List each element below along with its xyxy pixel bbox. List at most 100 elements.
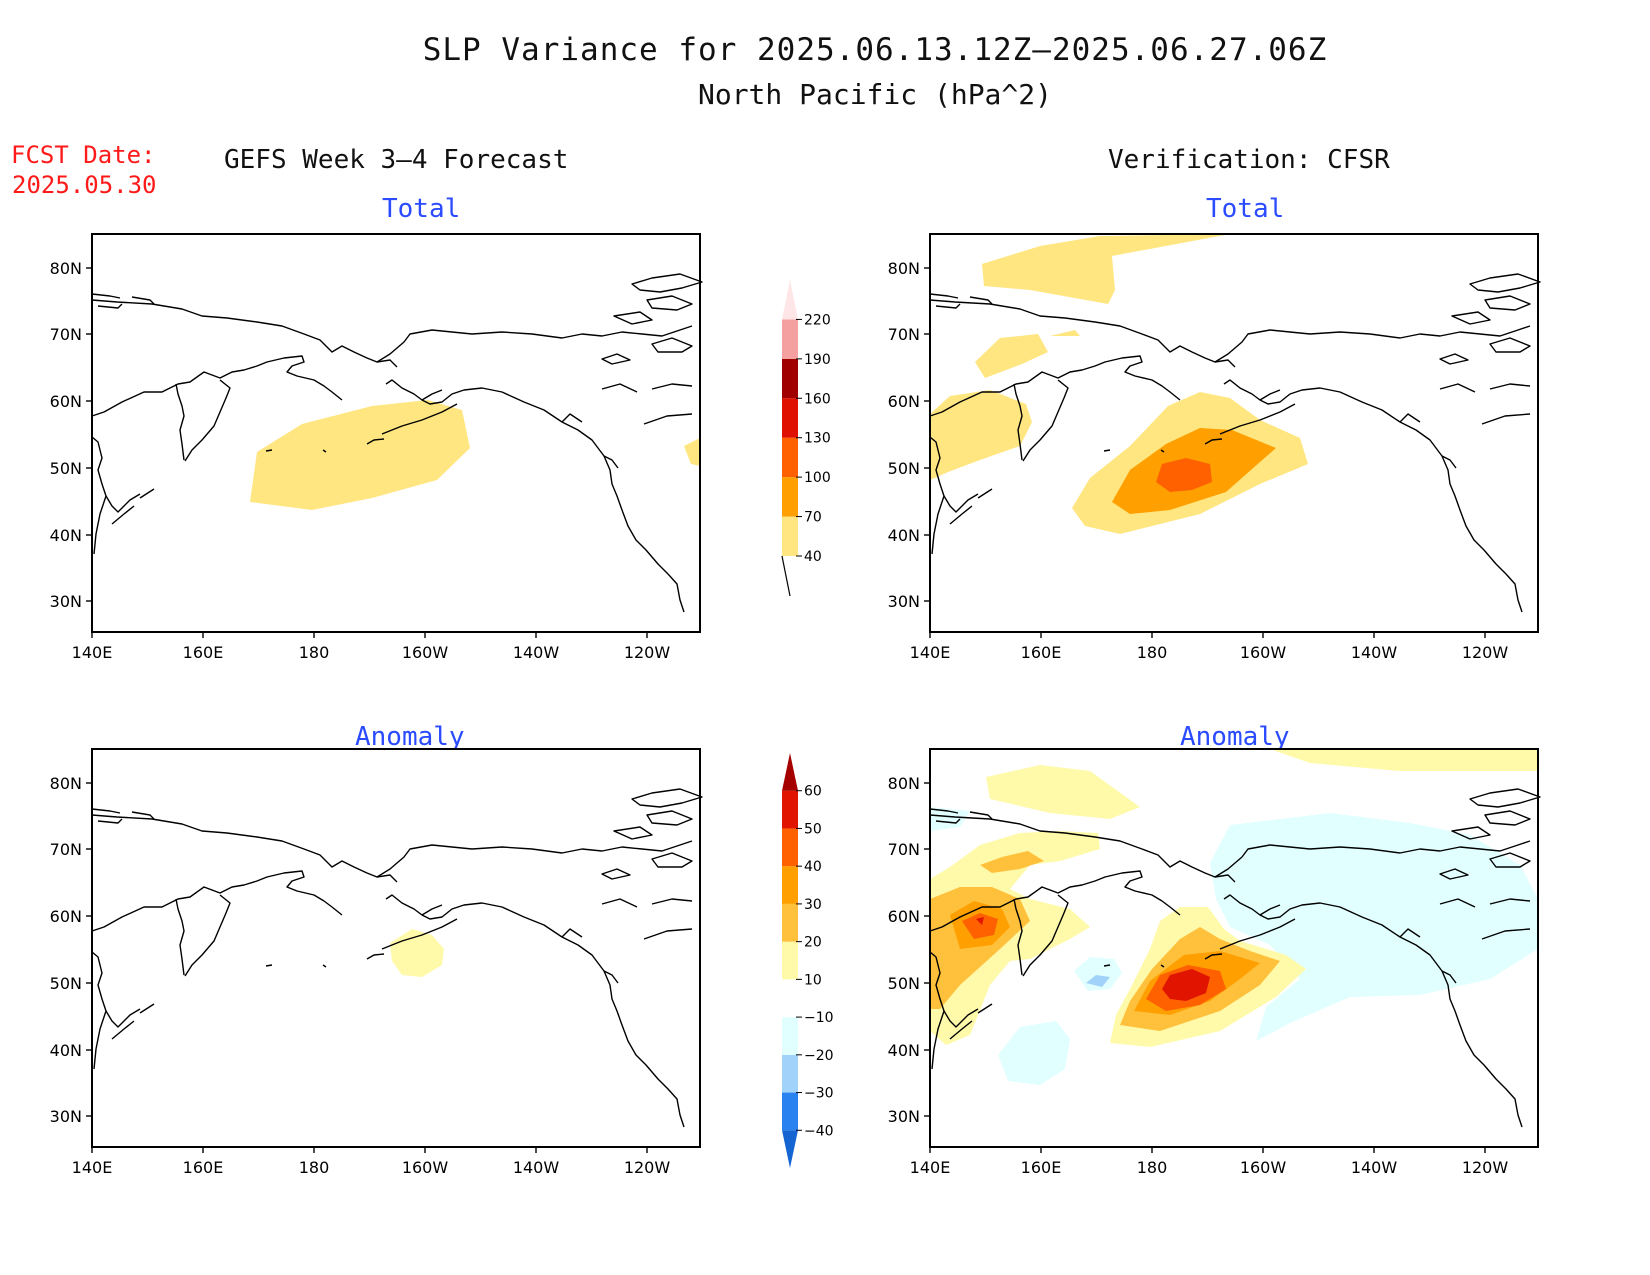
anomaly-colorbar-label: 40 — [804, 859, 822, 875]
figure-title: SLP Variance for 2025.06.13.12Z–2025.06.… — [422, 32, 1328, 68]
total-colorbar-label: 190 — [804, 352, 831, 368]
total-colorbar: 40 70 100 130 160 190 220 — [781, 280, 831, 597]
verif-anomaly-title: Anomaly — [1180, 722, 1290, 752]
lat-tick-label: 80N — [888, 259, 920, 278]
lon-tick-label: 140W — [513, 1158, 560, 1177]
fcst-anomaly-title: Anomaly — [355, 722, 465, 752]
lat-tick-label: 30N — [50, 1107, 82, 1126]
lat-tick-label: 50N — [888, 459, 920, 478]
total-colorbar-swatch — [782, 280, 798, 320]
lat-tick-label: 60N — [50, 392, 82, 411]
lon-tick-label: 120W — [624, 643, 671, 662]
anomaly-colorbar-swatch — [782, 1130, 798, 1168]
total-colorbar-swatch — [782, 358, 798, 399]
lon-tick-label: 140W — [1351, 643, 1398, 662]
lon-tick-label: 180 — [1137, 1158, 1168, 1177]
total-colorbar-label: 130 — [804, 431, 831, 447]
lon-tick-label: 180 — [1137, 643, 1168, 662]
figure-subtitle: North Pacific (hPa^2) — [697, 78, 1052, 111]
lat-tick-label: 60N — [888, 392, 920, 411]
anomaly-colorbar-swatch — [782, 790, 798, 829]
anomaly-colorbar-swatch — [782, 753, 798, 791]
anomaly-colorbar: −40 −30 −20 −10 10 20 30 40 50 60 — [782, 753, 834, 1168]
lon-tick-label: 160E — [183, 643, 224, 662]
verif-total-panel — [929, 233, 1541, 633]
lon-tick-label: 140W — [1351, 1158, 1398, 1177]
lat-tick-label: 40N — [50, 1041, 82, 1060]
lon-tick-label: 120W — [624, 1158, 671, 1177]
lat-tick-label: 40N — [888, 1041, 920, 1060]
lon-tick-label: 140W — [513, 643, 560, 662]
lat-tick-label: 70N — [50, 325, 82, 344]
anomaly-colorbar-swatch — [782, 1054, 798, 1093]
lon-tick-label: 160W — [402, 643, 449, 662]
anomaly-colorbar-swatch — [782, 941, 798, 980]
lat-tick-label: 30N — [50, 592, 82, 611]
lat-tick-label: 60N — [888, 907, 920, 926]
lon-tick-label: 160E — [1021, 643, 1062, 662]
fcst-total-title: Total — [382, 194, 461, 224]
lon-tick-label: 160W — [1240, 643, 1287, 662]
total-colorbar-label: 70 — [804, 510, 822, 526]
total-colorbar-label: 220 — [804, 312, 831, 328]
anomaly-colorbar-label: −30 — [804, 1086, 834, 1102]
lat-tick-label: 30N — [888, 1107, 920, 1126]
right-column-title: Verification: CFSR — [1108, 145, 1390, 175]
total-colorbar-label: 100 — [804, 470, 831, 486]
lat-tick-label: 80N — [50, 259, 82, 278]
lat-tick-label: 80N — [888, 774, 920, 793]
anomaly-colorbar-swatch — [782, 1017, 798, 1055]
lat-tick-label: 70N — [888, 325, 920, 344]
fcst-total-panel — [91, 233, 703, 633]
total-colorbar-swatch — [782, 437, 798, 478]
left-column-title: GEFS Week 3–4 Forecast — [224, 145, 569, 175]
fcst-anomaly-panel — [91, 748, 703, 1148]
lon-tick-label: 140E — [910, 643, 951, 662]
anomaly-colorbar-label: 10 — [804, 972, 822, 988]
lon-tick-label: 140E — [910, 1158, 951, 1177]
anomaly-colorbar-swatch — [782, 903, 798, 942]
anomaly-colorbar-swatch — [782, 979, 798, 1018]
lat-tick-label: 70N — [888, 840, 920, 859]
lat-tick-label: 50N — [50, 974, 82, 993]
anomaly-colorbar-label: −20 — [804, 1048, 834, 1064]
lat-tick-label: 80N — [50, 774, 82, 793]
lon-tick-label: 160E — [183, 1158, 224, 1177]
total-colorbar-swatch — [782, 477, 798, 517]
total-colorbar-tail — [781, 555, 791, 597]
anomaly-colorbar-swatch — [782, 866, 798, 904]
verif-total-title: Total — [1206, 194, 1285, 224]
total-colorbar-swatch — [782, 319, 798, 359]
lat-tick-label: 70N — [50, 840, 82, 859]
lon-tick-label: 180 — [299, 1158, 330, 1177]
lon-tick-label: 140E — [72, 643, 113, 662]
lat-tick-label: 40N — [50, 526, 82, 545]
lat-tick-label: 50N — [50, 459, 82, 478]
anomaly-colorbar-swatch — [782, 828, 798, 867]
anomaly-colorbar-label: 30 — [804, 897, 822, 913]
total-colorbar-swatch — [782, 516, 798, 556]
lat-tick-label: 60N — [50, 907, 82, 926]
lon-tick-label: 160W — [402, 1158, 449, 1177]
lon-tick-label: 180 — [299, 643, 330, 662]
lon-tick-label: 140E — [72, 1158, 113, 1177]
total-colorbar-swatch — [782, 398, 798, 438]
total-colorbar-label: 40 — [804, 549, 822, 565]
lat-tick-label: 40N — [888, 526, 920, 545]
verif-anomaly-panel — [929, 748, 1541, 1148]
anomaly-colorbar-label: −10 — [804, 1010, 834, 1026]
anomaly-colorbar-label: 60 — [804, 784, 822, 800]
total-colorbar-label: 160 — [804, 391, 831, 407]
lon-tick-label: 120W — [1462, 643, 1509, 662]
lon-tick-label: 120W — [1462, 1158, 1509, 1177]
lat-tick-label: 50N — [888, 974, 920, 993]
anomaly-colorbar-label: 20 — [804, 935, 822, 951]
anomaly-colorbar-label: −40 — [804, 1123, 834, 1139]
lat-tick-label: 30N — [888, 592, 920, 611]
lon-tick-label: 160E — [1021, 1158, 1062, 1177]
lon-tick-label: 160W — [1240, 1158, 1287, 1177]
fcst-date-value: 2025.05.30 — [12, 171, 157, 199]
anomaly-colorbar-swatch — [782, 1092, 798, 1131]
anomaly-colorbar-label: 50 — [804, 821, 822, 837]
